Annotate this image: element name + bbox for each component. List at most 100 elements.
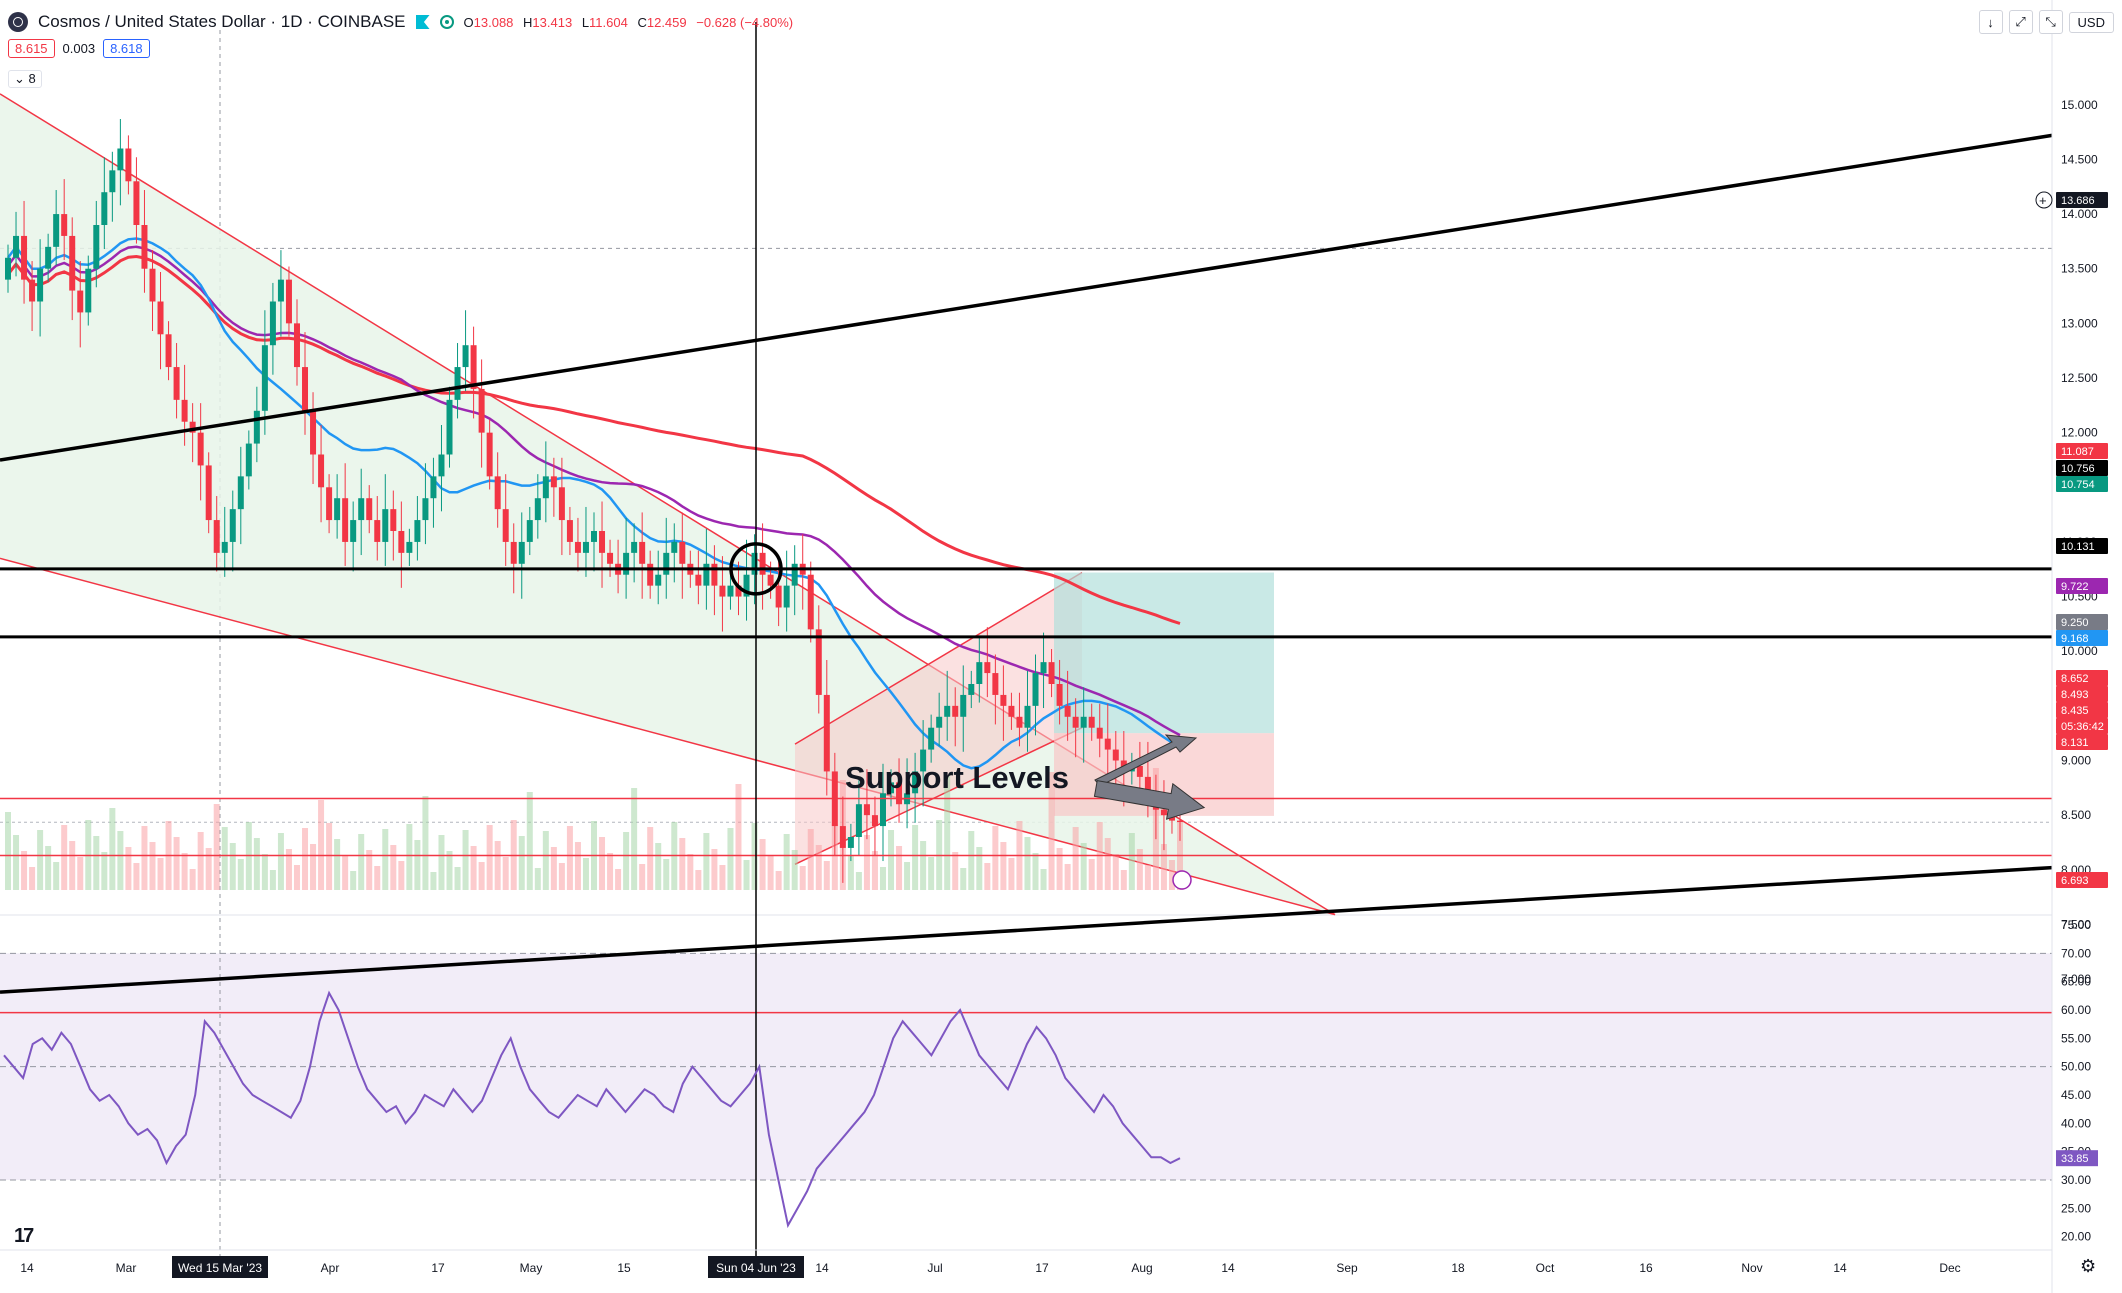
volume-bar — [607, 853, 614, 890]
candle-body — [398, 531, 405, 553]
volume-bar — [253, 838, 260, 890]
ma-red-line — [6, 254, 1181, 625]
volume-bar — [759, 839, 766, 890]
volume-bar — [558, 863, 565, 890]
candle-body — [181, 399, 188, 422]
candle-body — [334, 498, 341, 521]
candle-body — [29, 279, 36, 302]
candle-body — [277, 279, 284, 302]
price-label-text: 13.686 — [2061, 195, 2095, 207]
candle-body — [1144, 776, 1151, 794]
price-tick-label: 14.000 — [2061, 207, 2098, 221]
gear-icon[interactable]: ⚙ — [2080, 1256, 2097, 1276]
sell-button[interactable]: 8.615 — [8, 39, 55, 58]
restore-icon[interactable]: ⤡ — [2038, 10, 2063, 34]
candle-body — [711, 563, 718, 586]
candle-body — [173, 367, 180, 400]
candle-body — [285, 279, 292, 324]
candle-body — [695, 574, 702, 586]
volume-bar — [879, 867, 886, 890]
volume-bar — [45, 846, 52, 890]
candle-body — [1016, 716, 1023, 728]
volume-bar — [775, 871, 782, 890]
time-tick-label: 14 — [1221, 1261, 1235, 1275]
arrow-down-icon[interactable]: ↓ — [1978, 10, 2003, 34]
candle-body — [944, 705, 951, 717]
volume-bar — [21, 851, 28, 890]
price-tick-label: 10.000 — [2061, 644, 2098, 658]
volume-bar — [582, 858, 589, 890]
candle-body — [550, 476, 557, 488]
price-label-text: 8.652 — [2061, 673, 2089, 685]
volume-bar — [1064, 864, 1071, 890]
candle-body — [1056, 684, 1063, 706]
candle-body — [968, 684, 975, 695]
candle-body — [1080, 716, 1087, 728]
volume-bar — [807, 829, 814, 890]
volume-bar — [486, 825, 493, 890]
volume-bar — [751, 823, 758, 890]
candle-body — [727, 585, 734, 597]
time-tick-label: Sep — [1336, 1261, 1358, 1275]
candle-body — [591, 531, 597, 542]
candle-body — [342, 498, 349, 542]
price-label-text: 9.168 — [2061, 633, 2089, 645]
tradingview-logo-icon[interactable]: 17 — [14, 1225, 34, 1247]
indicators-toggle[interactable]: ⌄ 8 — [8, 70, 42, 88]
candle-body — [5, 257, 11, 280]
volume-bar — [542, 831, 549, 890]
volume-bar — [1056, 848, 1063, 890]
candle-body — [534, 498, 541, 521]
volume-bar — [566, 826, 573, 890]
volume-bar — [334, 839, 341, 890]
time-tick-label: 14 — [20, 1261, 34, 1275]
volume-bar — [631, 788, 638, 890]
volume-bar — [53, 862, 60, 890]
symbol-title[interactable]: Cosmos / United States Dollar · 1D · COI… — [38, 12, 406, 31]
flag-icon[interactable] — [415, 15, 430, 29]
volume-bar — [5, 812, 11, 890]
volume-bar — [77, 857, 84, 890]
rsi-tick-label: 40.00 — [2061, 1116, 2091, 1130]
currency-select[interactable]: USD — [2068, 11, 2114, 33]
volume-bar — [37, 830, 44, 890]
candle-body — [631, 541, 638, 553]
crosshair-date-tag — [708, 1256, 804, 1278]
candle-body — [871, 815, 878, 827]
time-tick-label: 18 — [1451, 1261, 1465, 1275]
volume-bar — [125, 847, 132, 890]
volume-bar — [928, 857, 935, 890]
volume-bar — [1120, 870, 1127, 890]
volume-bar — [615, 869, 622, 890]
price-tick-label: 13.000 — [2061, 316, 2098, 330]
volume-bar — [13, 835, 20, 890]
buy-button[interactable]: 8.618 — [103, 39, 150, 58]
maximize-icon[interactable]: ⤢ — [2008, 10, 2033, 34]
price-tick-label: 7.500 — [2061, 917, 2091, 931]
volume-bar — [1177, 823, 1183, 890]
price-tick-label: 12.500 — [2061, 371, 2098, 385]
time-tick-label: Jul — [927, 1261, 942, 1275]
indicators-count: 8 — [28, 71, 36, 86]
volume-bar — [173, 837, 180, 890]
volume-bar — [342, 855, 349, 890]
volume-bar — [93, 836, 100, 890]
rsi-tick-label: 55.00 — [2061, 1031, 2091, 1045]
market-status-icon[interactable] — [439, 15, 454, 29]
volume-bar — [1144, 865, 1151, 890]
rsi-tick-label: 45.00 — [2061, 1088, 2091, 1102]
candle-body — [133, 181, 140, 225]
volume-bar — [398, 861, 405, 890]
rsi-tick-label: 65.00 — [2061, 975, 2091, 989]
candle-body — [807, 574, 814, 630]
candle-body — [430, 476, 437, 499]
candle-body — [879, 793, 886, 827]
volume-bar — [61, 825, 68, 890]
volume-bar — [896, 846, 903, 890]
candle-body — [823, 694, 830, 772]
buy-sell-panel: 8.615 0.003 8.618 — [8, 39, 150, 58]
price-label-text: 6.693 — [2061, 875, 2089, 887]
channel-upper-line — [794, 571, 1083, 745]
candle-body — [109, 170, 116, 193]
